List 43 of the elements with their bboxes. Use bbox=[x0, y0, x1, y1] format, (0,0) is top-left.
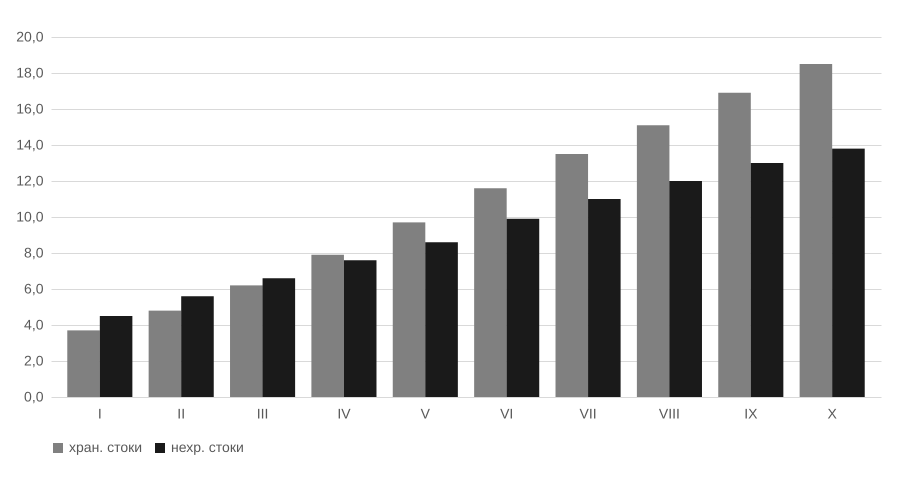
x-tick-label: IX bbox=[744, 406, 758, 422]
bar bbox=[800, 64, 832, 397]
bar bbox=[636, 125, 670, 397]
bar bbox=[474, 188, 507, 397]
legend-label: нехр. стоки bbox=[171, 439, 244, 455]
x-tick-label: I bbox=[98, 406, 102, 422]
bar bbox=[148, 310, 182, 397]
y-tick-label: 16,0 bbox=[16, 100, 44, 116]
y-tick-label: 8,0 bbox=[24, 244, 44, 260]
x-tick-label: II bbox=[177, 406, 186, 422]
x-tick-label: V bbox=[420, 406, 431, 422]
bar bbox=[181, 296, 214, 397]
x-tick-label: VIII bbox=[658, 406, 680, 422]
y-tick-label: 12,0 bbox=[16, 172, 44, 188]
x-tick-label: IV bbox=[337, 406, 352, 422]
y-tick-label: 20,0 bbox=[16, 28, 44, 44]
x-tick-label: VII bbox=[579, 406, 597, 422]
bar bbox=[718, 92, 751, 397]
bar bbox=[392, 222, 426, 397]
y-tick-label: 4,0 bbox=[24, 316, 44, 332]
y-tick-label: 14,0 bbox=[16, 136, 44, 152]
y-tick-label: 2,0 bbox=[24, 352, 44, 368]
bar bbox=[669, 181, 702, 397]
x-tick-label: VI bbox=[500, 406, 514, 422]
bar bbox=[750, 163, 784, 397]
x-tick-label: X bbox=[828, 406, 838, 422]
bar bbox=[100, 316, 132, 397]
y-tick-label: 6,0 bbox=[24, 280, 44, 296]
bar bbox=[556, 154, 588, 397]
bar bbox=[832, 148, 865, 397]
bar bbox=[506, 218, 540, 397]
x-tick-label: III bbox=[256, 406, 268, 422]
y-tick-label: 0,0 bbox=[24, 388, 44, 404]
legend-label: хран. стоки bbox=[69, 439, 142, 455]
y-tick-label: 18,0 bbox=[16, 64, 44, 80]
bar bbox=[311, 254, 344, 397]
bar bbox=[67, 330, 100, 397]
y-tick-label: 10,0 bbox=[16, 208, 44, 224]
bar bbox=[425, 242, 458, 397]
bar bbox=[344, 260, 376, 397]
bar bbox=[230, 285, 263, 397]
bar bbox=[262, 278, 296, 397]
bar bbox=[588, 199, 621, 397]
